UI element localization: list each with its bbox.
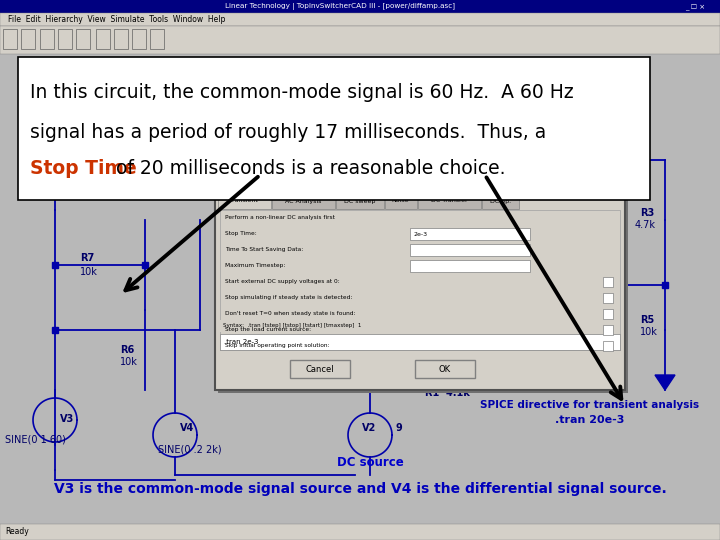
Text: SINE(0 .2 2k): SINE(0 .2 2k): [158, 445, 222, 455]
Bar: [607, 177, 621, 191]
Bar: [3, 29, 17, 49]
Text: Stop Time: Stop Time: [30, 159, 137, 179]
Polygon shape: [655, 375, 675, 390]
Bar: [215, 175, 625, 193]
Text: 10k: 10k: [80, 267, 98, 277]
Text: SPICE directive for transient analysis: SPICE directive for transient analysis: [480, 400, 700, 410]
Bar: [0, 54, 720, 534]
Bar: [418, 193, 481, 209]
Bar: [603, 341, 613, 351]
Text: 10k: 10k: [120, 357, 138, 367]
Text: Stop Time:: Stop Time:: [225, 232, 257, 237]
Text: Noise: Noise: [392, 199, 410, 204]
Text: R3: R3: [640, 208, 654, 218]
Text: ✕: ✕: [611, 179, 618, 188]
Bar: [603, 277, 613, 287]
Bar: [482, 193, 519, 209]
Text: Time To Start Saving Data:: Time To Start Saving Data:: [225, 247, 303, 253]
Bar: [18, 57, 650, 200]
Text: Edit Simulation Command: Edit Simulation Command: [351, 179, 469, 188]
Text: Linear Technology | TopInvSwitcherCAD III - [power/diffamp.asc]: Linear Technology | TopInvSwitcherCAD II…: [225, 3, 455, 10]
Text: File  Edit  Hierarchy  View  Simulate  Tools  Window  Help: File Edit Hierarchy View Simulate Tools …: [8, 15, 225, 24]
Bar: [215, 175, 625, 390]
Text: _ ☐ ×: _ ☐ ×: [685, 3, 705, 10]
Bar: [603, 309, 613, 319]
Text: 4.7k: 4.7k: [635, 220, 656, 230]
Bar: [76, 29, 90, 49]
Text: SINE(0 1 60): SINE(0 1 60): [5, 435, 66, 445]
Text: DC sweep: DC sweep: [344, 199, 376, 204]
Text: Transient: Transient: [230, 199, 258, 204]
Text: Ready: Ready: [5, 528, 29, 537]
Bar: [220, 334, 620, 350]
Bar: [220, 210, 620, 350]
Bar: [0, 524, 720, 540]
Text: AC Analysis: AC Analysis: [285, 199, 322, 204]
Bar: [384, 193, 417, 209]
Text: 9: 9: [395, 423, 402, 433]
Bar: [0, 26, 720, 54]
Bar: [150, 29, 164, 49]
Text: .10k: .10k: [112, 147, 132, 157]
Text: Step the load current source:: Step the load current source:: [225, 327, 311, 333]
Bar: [218, 178, 628, 393]
Text: Don't reset T=0 when steady state is found:: Don't reset T=0 when steady state is fou…: [225, 312, 356, 316]
Bar: [40, 29, 54, 49]
Text: Skip initial operating point solution:: Skip initial operating point solution:: [225, 343, 330, 348]
Text: V3 is the common-mode signal source and V4 is the differential signal source.: V3 is the common-mode signal source and …: [53, 482, 667, 496]
Bar: [96, 29, 110, 49]
Text: Perform a non-linear DC analysis first: Perform a non-linear DC analysis first: [225, 215, 335, 220]
Bar: [272, 193, 335, 209]
Text: In this circuit, the common-mode signal is 60 Hz.  A 60 Hz: In this circuit, the common-mode signal …: [30, 83, 574, 102]
Text: R5: R5: [640, 315, 654, 325]
Bar: [0, 13, 720, 26]
Text: of 20 milliseconds is a reasonable choice.: of 20 milliseconds is a reasonable choic…: [110, 159, 505, 179]
Bar: [0, 0, 720, 13]
Text: R7: R7: [80, 253, 94, 263]
Text: Stop simulating if steady state is detected:: Stop simulating if steady state is detec…: [225, 295, 352, 300]
Text: Cancel: Cancel: [306, 364, 334, 374]
Bar: [290, 360, 350, 378]
Bar: [410, 244, 530, 256]
Bar: [21, 29, 35, 49]
Bar: [603, 293, 613, 303]
Text: R6: R6: [120, 345, 134, 355]
Bar: [336, 193, 384, 209]
Text: V2: V2: [362, 423, 377, 433]
Text: Maximum Timestep:: Maximum Timestep:: [225, 264, 285, 268]
Bar: [218, 193, 271, 209]
Bar: [132, 29, 146, 49]
Text: 10k: 10k: [640, 327, 658, 337]
Text: 2e-3: 2e-3: [413, 232, 427, 237]
Text: .tran 2e-3: .tran 2e-3: [224, 339, 258, 345]
Bar: [58, 29, 72, 49]
Bar: [410, 260, 530, 272]
Text: R1  4.1k: R1 4.1k: [425, 388, 470, 398]
Text: Syntax:  .tran [tstep] [tstop] [tstart] [tmaxstep]  1: Syntax: .tran [tstep] [tstop] [tstart] […: [223, 323, 361, 328]
Text: DC Transfer: DC Transfer: [431, 199, 467, 204]
Bar: [603, 325, 613, 335]
Text: DC source: DC source: [337, 456, 403, 469]
Text: V3: V3: [60, 414, 74, 424]
Bar: [415, 360, 475, 378]
Bar: [220, 320, 620, 332]
Text: .tran 20e-3: .tran 20e-3: [555, 415, 625, 425]
Text: OK: OK: [439, 364, 451, 374]
Text: V4: V4: [180, 423, 194, 433]
Text: signal has a period of roughly 17 milliseconds.  Thus, a: signal has a period of roughly 17 millis…: [30, 123, 546, 141]
Text: Start external DC supply voltages at 0:: Start external DC supply voltages at 0:: [225, 280, 340, 285]
Bar: [114, 29, 128, 49]
Bar: [410, 228, 530, 240]
Text: DC op.: DC op.: [490, 199, 511, 204]
